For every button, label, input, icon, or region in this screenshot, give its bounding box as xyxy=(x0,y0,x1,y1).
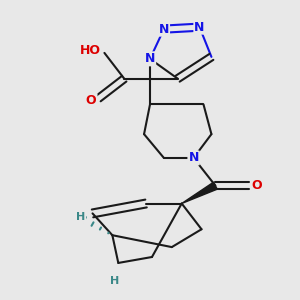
Text: O: O xyxy=(86,94,97,107)
Text: N: N xyxy=(145,52,155,65)
Text: H: H xyxy=(76,212,85,222)
Text: H: H xyxy=(110,276,119,286)
Text: N: N xyxy=(194,21,205,34)
Text: N: N xyxy=(188,152,199,164)
Text: HO: HO xyxy=(80,44,100,57)
Text: N: N xyxy=(159,22,169,36)
Text: O: O xyxy=(252,179,262,192)
Polygon shape xyxy=(182,182,217,203)
